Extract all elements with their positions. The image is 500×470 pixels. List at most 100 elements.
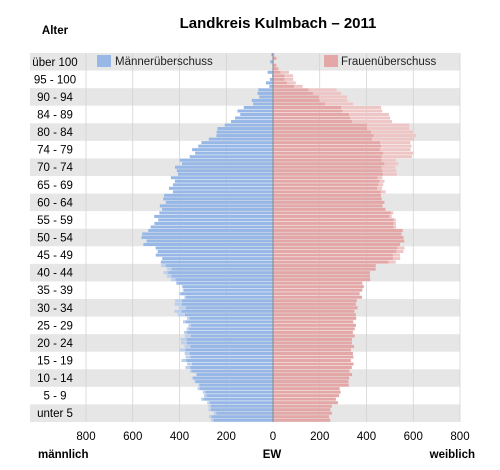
female-surplus-bar	[381, 158, 396, 162]
female-bar	[273, 179, 380, 183]
female-surplus-bar	[377, 186, 383, 190]
x-right-label: weiblich	[429, 449, 475, 461]
female-bar	[273, 95, 319, 99]
male-surplus-bar	[166, 274, 172, 278]
male-bar	[203, 397, 273, 401]
female-bar	[273, 204, 383, 208]
male-bar	[195, 380, 273, 384]
male-surplus-bar	[174, 302, 182, 306]
male-bar	[155, 246, 273, 250]
female-bar	[273, 313, 356, 317]
female-bar	[273, 309, 355, 313]
age-group-label: 80 - 84	[37, 127, 73, 139]
female-surplus-bar	[379, 141, 411, 145]
male-bar	[157, 250, 273, 254]
male-bar	[168, 271, 273, 275]
female-bar	[273, 260, 389, 264]
male-bar	[185, 348, 273, 352]
female-bar	[273, 264, 376, 268]
male-surplus-bar	[203, 394, 207, 398]
male-bar	[192, 376, 273, 380]
female-bar	[273, 190, 381, 194]
male-bar	[154, 221, 273, 225]
female-surplus-bar	[392, 253, 400, 257]
male-surplus-bar	[174, 309, 182, 313]
male-surplus-bar	[202, 390, 206, 394]
age-group-label: 95 - 100	[34, 74, 76, 86]
female-bar	[273, 408, 331, 412]
female-surplus-bar	[319, 98, 348, 102]
female-bar	[273, 102, 326, 106]
male-bar	[185, 306, 273, 310]
female-bar	[273, 257, 394, 261]
female-bar	[273, 373, 353, 377]
female-surplus-bar	[382, 172, 397, 176]
x-tick-labels: 800 600 400 200 0 200 400 600 800	[76, 431, 469, 443]
age-group-label: 90 - 94	[37, 92, 73, 104]
male-bar	[259, 95, 273, 99]
male-bar	[177, 281, 273, 285]
male-bar	[237, 109, 273, 113]
male-bar	[191, 369, 273, 373]
female-surplus-bar	[318, 95, 347, 99]
female-surplus-bar	[389, 214, 392, 218]
female-bar	[273, 134, 374, 138]
male-surplus-bar	[184, 295, 186, 299]
male-surplus-bar	[186, 327, 190, 331]
male-bar	[271, 53, 273, 57]
age-band	[30, 88, 460, 106]
male-bar	[179, 158, 273, 162]
male-surplus-bar	[177, 313, 185, 317]
female-surplus-bar	[275, 63, 277, 67]
female-bar	[273, 355, 354, 359]
male-bar	[189, 155, 273, 159]
age-group-label: 35 - 39	[37, 285, 73, 297]
male-bar	[217, 127, 273, 131]
male-surplus-bar	[185, 355, 191, 359]
female-bar	[273, 155, 382, 159]
female-bar	[273, 348, 351, 352]
female-bar	[273, 404, 332, 408]
age-group-label: 50 - 54	[37, 233, 73, 245]
male-bar	[183, 288, 273, 292]
female-surplus-bar	[367, 127, 410, 131]
female-bar	[273, 183, 379, 187]
male-bar	[168, 186, 273, 190]
male-bar	[160, 260, 273, 264]
age-group-label: 70 - 74	[37, 162, 73, 174]
female-bar	[273, 376, 350, 380]
female-bar	[273, 415, 330, 419]
male-surplus-bar	[170, 278, 176, 282]
female-bar	[273, 302, 356, 306]
male-surplus-bar	[163, 271, 169, 275]
female-bar	[273, 162, 385, 166]
male-bar	[182, 299, 273, 303]
female-bar	[273, 246, 398, 250]
female-bar	[273, 243, 401, 247]
female-surplus-bar	[388, 260, 396, 264]
female-bar	[273, 292, 360, 296]
female-bar	[273, 334, 355, 338]
female-bar	[273, 327, 355, 331]
female-surplus-bar	[373, 134, 416, 138]
age-group-label: 15 - 19	[37, 356, 73, 368]
male-bar	[182, 162, 273, 166]
male-surplus-bar	[208, 404, 211, 408]
male-surplus-bar	[187, 362, 192, 366]
x-tick-label: 600	[404, 431, 423, 443]
male-bar	[206, 394, 273, 398]
female-surplus-bar	[280, 70, 289, 74]
female-bar	[273, 77, 285, 81]
male-bar	[189, 316, 273, 320]
age-group-label: 74 - 79	[37, 145, 73, 157]
male-bar	[180, 292, 273, 296]
female-surplus-bar	[284, 74, 294, 78]
female-bar	[273, 158, 382, 162]
female-surplus-bar	[390, 211, 394, 215]
male-bar	[146, 239, 273, 243]
male-bar	[176, 169, 273, 173]
female-bar	[273, 330, 353, 334]
age-group-label: unter 5	[37, 408, 73, 420]
male-bar	[148, 228, 273, 232]
female-bar	[273, 278, 371, 282]
